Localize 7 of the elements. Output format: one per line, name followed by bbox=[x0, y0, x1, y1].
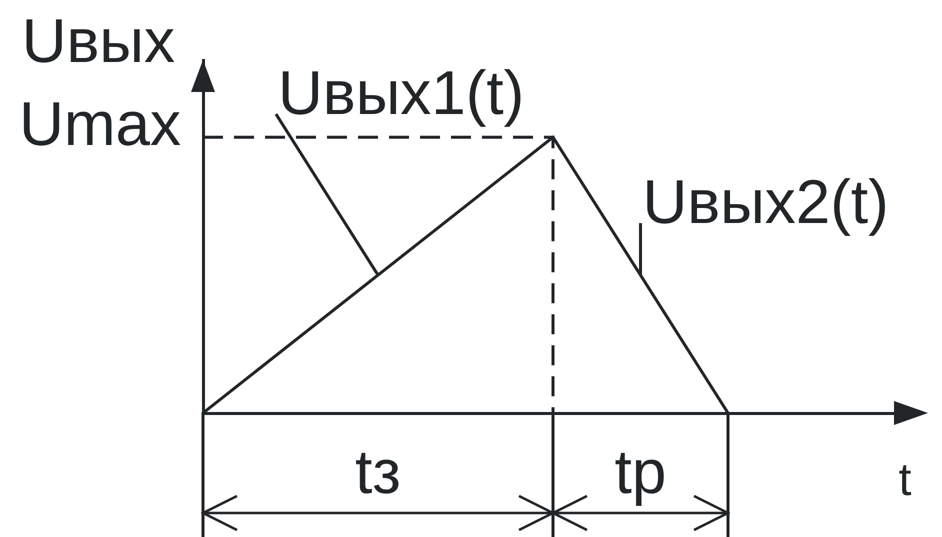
text: tз bbox=[355, 438, 401, 507]
ref-line-label: Umax bbox=[19, 90, 181, 160]
x-axis-title: t bbox=[898, 453, 912, 505]
series-label: Uвых2(t) bbox=[642, 168, 889, 238]
text: tр bbox=[614, 438, 666, 507]
legend-label: Uвых1(t) bbox=[278, 59, 524, 128]
y-axis-title: Uвых bbox=[22, 7, 175, 76]
